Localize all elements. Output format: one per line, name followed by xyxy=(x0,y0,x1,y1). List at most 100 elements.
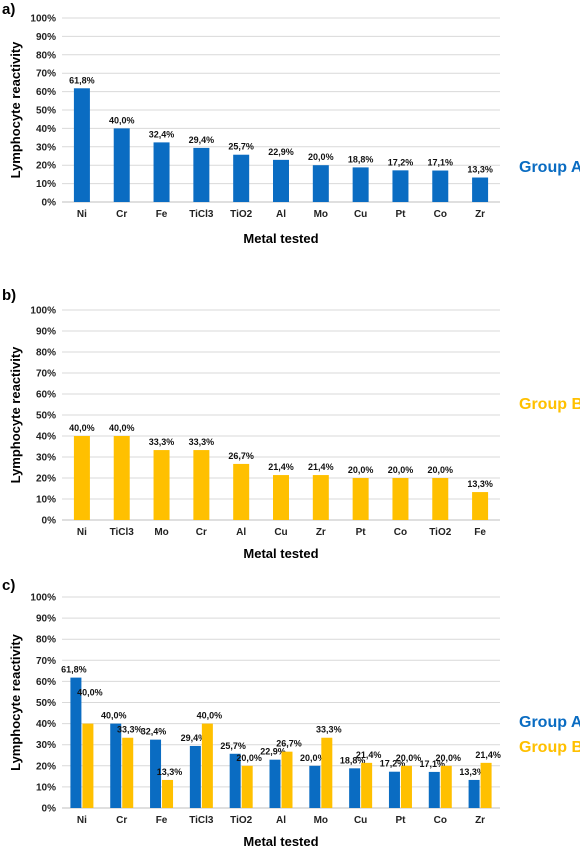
panel-b-category-label: Co xyxy=(394,527,407,538)
panel-c-data-label: 17,2% xyxy=(380,759,406,769)
panel-a-bar-group-a xyxy=(233,154,250,202)
panel-a-bar-group-a xyxy=(273,159,289,202)
panel-c-ytick-label: 70% xyxy=(36,656,56,667)
panel-b-ytick-label: 100% xyxy=(30,306,56,317)
panel-c-bar-group-b xyxy=(361,762,373,808)
panel-c-data-label: 33,3% xyxy=(117,725,143,735)
panel-c-data-label: 33,3% xyxy=(316,725,342,735)
panel-b-bar-group-b xyxy=(153,450,170,520)
panel-c-category-label: Cr xyxy=(116,815,127,826)
panel-a-bar-group-a xyxy=(73,88,90,202)
panel-c-category-label: Al xyxy=(276,815,286,826)
panel-b-data-label: 40,0% xyxy=(109,423,135,433)
panel-a-ytick-label: 70% xyxy=(36,69,56,80)
panel-c-bar-group-b xyxy=(400,765,412,808)
panel-c-bar-group-b xyxy=(321,737,333,808)
panel-c-data-label: 18,8% xyxy=(340,755,366,765)
panel-a-category-label: Pt xyxy=(395,209,406,220)
panel-a-ytick-label: 60% xyxy=(36,87,56,98)
panel-a-category-label: TiCl3 xyxy=(189,209,214,220)
panel-a-data-label: 17,1% xyxy=(428,158,454,168)
panel-b-data-label: 33,3% xyxy=(189,437,215,447)
panel-b-data-label: 21,4% xyxy=(268,462,294,472)
panel-b-ytick-label: 0% xyxy=(42,516,57,527)
panel-a-label: a) xyxy=(2,1,15,18)
panel-b-bar-group-b xyxy=(392,478,409,520)
panel-a-data-label: 13,3% xyxy=(467,165,493,175)
panel-c-bar-group-a xyxy=(150,739,162,808)
panel-c-data-label: 40,0% xyxy=(101,711,127,721)
panel-b-bar-group-b xyxy=(193,450,210,520)
panel-c-bar-group-b xyxy=(162,779,174,808)
panel-b-data-label: 26,7% xyxy=(228,451,254,461)
panel-c-category-label: Ni xyxy=(77,815,87,826)
panel-c-data-label: 40,0% xyxy=(77,688,103,698)
panel-b-ytick-label: 10% xyxy=(36,495,56,506)
panel-a-category-label: Cu xyxy=(354,209,367,220)
panel-b-x-axis-title: Metal tested xyxy=(243,546,318,561)
panel-c-data-label: 20,0% xyxy=(300,753,326,763)
panel-b-data-label: 20,0% xyxy=(388,465,414,475)
panel-a-bar-group-a xyxy=(193,147,210,202)
panel-a-ytick-label: 30% xyxy=(36,142,56,153)
panel-a-ytick-label: 40% xyxy=(36,124,56,135)
panel-b-bar-group-b xyxy=(352,478,369,520)
panel-c-ytick-label: 60% xyxy=(36,677,56,688)
panel-c-data-label: 21,4% xyxy=(475,750,501,760)
panel-b-ytick-label: 80% xyxy=(36,348,56,359)
panel-b-bar-group-b xyxy=(233,463,250,520)
panel-c-bar-group-a xyxy=(468,779,480,808)
panel-c-bar-group-b xyxy=(480,762,492,808)
panel-b-bar-group-b xyxy=(312,475,329,520)
panel-c-category-label: Co xyxy=(434,815,447,826)
panel-c-category-label: TiCl3 xyxy=(189,815,214,826)
panel-a-category-label: Zr xyxy=(475,209,485,220)
panel-c-data-label: 20,0% xyxy=(396,753,422,763)
panel-b-category-label: Cr xyxy=(196,527,207,538)
panel-b-data-label: 33,3% xyxy=(149,437,175,447)
panel-a-bar-group-a xyxy=(472,177,489,202)
panel-c-ytick-label: 90% xyxy=(36,614,56,625)
panel-a-data-label: 32,4% xyxy=(149,129,175,139)
panel-a-ytick-label: 50% xyxy=(36,106,56,117)
panel-a-ytick-label: 100% xyxy=(30,14,56,25)
panel-b-bar-group-b xyxy=(73,436,90,520)
panel-b-bar-group-b xyxy=(273,475,289,520)
panel-b-bar-group-b xyxy=(432,478,449,520)
panel-b-ytick-label: 20% xyxy=(36,474,56,485)
panel-a-bar-group-a xyxy=(153,142,170,202)
panel-c-label: c) xyxy=(2,577,15,594)
panel-c-ytick-label: 0% xyxy=(42,804,57,815)
panel-a-ytick-label: 20% xyxy=(36,161,56,172)
panel-a-data-label: 22,9% xyxy=(268,147,294,157)
panel-c-bar-group-a xyxy=(309,765,321,808)
panel-a-data-label: 18,8% xyxy=(348,154,374,164)
panel-b-category-label: Ni xyxy=(77,527,87,538)
panel-c-ytick-label: 30% xyxy=(36,740,56,751)
panel-c-bar-group-b xyxy=(281,751,293,808)
panel-c-data-label: 13,3% xyxy=(157,767,183,777)
panel-b-ytick-label: 50% xyxy=(36,411,56,422)
panel-b-category-label: TiCl3 xyxy=(110,527,135,538)
panel-a-data-label: 29,4% xyxy=(189,135,215,145)
panel-c-data-label: 40,0% xyxy=(197,711,223,721)
panel-b-data-label: 20,0% xyxy=(428,465,454,475)
panel-c-data-label: 26,7% xyxy=(276,739,302,749)
panel-c-bar-group-a xyxy=(388,771,400,808)
panel-b-label: b) xyxy=(2,287,16,304)
panel-a-x-axis-title: Metal tested xyxy=(243,231,318,246)
panel-c-ytick-label: 20% xyxy=(36,761,56,772)
panel-b-ytick-label: 30% xyxy=(36,453,56,464)
panel-a-category-label: Fe xyxy=(156,209,168,220)
panel-c-data-label: 17,1% xyxy=(420,759,446,769)
panel-a-category-label: Co xyxy=(434,209,447,220)
panel-a-category-label: TiO2 xyxy=(230,209,252,220)
panel-b-data-label: 40,0% xyxy=(69,423,95,433)
panel-c-data-label: 29,4% xyxy=(181,733,207,743)
panel-a-ytick-label: 0% xyxy=(42,198,57,209)
panel-b-ytick-label: 90% xyxy=(36,327,56,338)
panel-c-data-label: 25,7% xyxy=(220,741,246,751)
panel-c-bar-group-a xyxy=(269,759,281,808)
panel-c-bar-group-a xyxy=(70,677,82,808)
